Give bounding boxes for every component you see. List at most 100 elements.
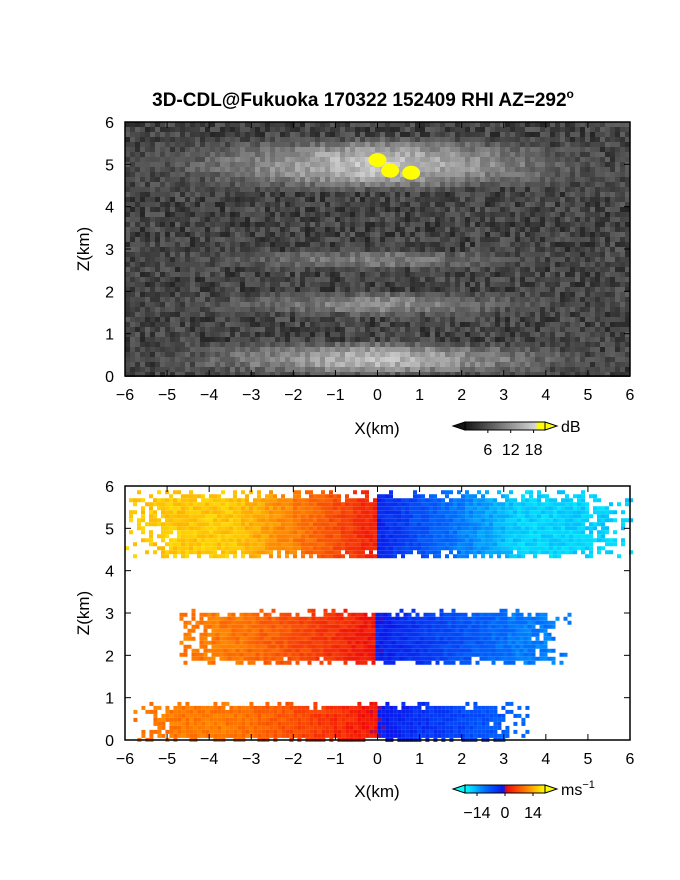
backscatter-cell xyxy=(265,222,270,227)
backscatter-cell xyxy=(180,232,185,237)
backscatter-cell xyxy=(490,247,495,252)
backscatter-cell xyxy=(220,122,225,127)
backscatter-cell xyxy=(345,152,350,157)
backscatter-cell xyxy=(410,212,415,217)
backscatter-cell xyxy=(530,232,535,237)
backscatter-cell xyxy=(440,332,445,337)
backscatter-cell xyxy=(530,142,535,147)
backscatter-cell xyxy=(310,137,315,142)
backscatter-cell xyxy=(280,292,285,297)
backscatter-cell xyxy=(430,227,435,232)
backscatter-cell xyxy=(570,142,575,147)
backscatter-cell xyxy=(490,337,495,342)
backscatter-cell xyxy=(500,247,505,252)
backscatter-cell xyxy=(450,182,455,187)
backscatter-cell xyxy=(470,327,475,332)
backscatter-cell xyxy=(490,282,495,287)
backscatter-cell xyxy=(435,287,440,292)
backscatter-cell xyxy=(150,222,155,227)
backscatter-cell xyxy=(595,122,600,127)
backscatter-cell xyxy=(320,372,325,377)
backscatter-cell xyxy=(580,122,585,127)
backscatter-cell xyxy=(175,212,180,217)
backscatter-cell xyxy=(195,237,200,242)
backscatter-cell xyxy=(475,187,480,192)
backscatter-cell xyxy=(560,197,565,202)
backscatter-cell xyxy=(190,327,195,332)
backscatter-cell xyxy=(215,257,220,262)
backscatter-cell xyxy=(365,342,370,347)
backscatter-cell xyxy=(140,357,145,362)
backscatter-cell xyxy=(125,272,130,277)
backscatter-cell xyxy=(555,142,560,147)
backscatter-cell xyxy=(565,237,570,242)
backscatter-cell xyxy=(135,257,140,262)
backscatter-cell xyxy=(260,282,265,287)
backscatter-cell xyxy=(215,142,220,147)
backscatter-cell xyxy=(330,122,335,127)
backscatter-cell xyxy=(405,257,410,262)
backscatter-cell xyxy=(325,152,330,157)
backscatter-cell xyxy=(255,322,260,327)
backscatter-cell xyxy=(535,262,540,267)
backscatter-cell xyxy=(250,282,255,287)
backscatter-cell xyxy=(220,302,225,307)
backscatter-cell xyxy=(185,202,190,207)
backscatter-cell xyxy=(180,222,185,227)
backscatter-cell xyxy=(290,317,295,322)
backscatter-cell xyxy=(560,247,565,252)
backscatter-cell xyxy=(240,297,245,302)
backscatter-cell xyxy=(405,232,410,237)
backscatter-cell xyxy=(320,342,325,347)
backscatter-cell xyxy=(485,182,490,187)
backscatter-cell xyxy=(240,147,245,152)
backscatter-cell xyxy=(405,132,410,137)
backscatter-cell xyxy=(340,252,345,257)
backscatter-cell xyxy=(555,227,560,232)
backscatter-cell xyxy=(395,317,400,322)
backscatter-cell xyxy=(330,357,335,362)
backscatter-cell xyxy=(425,187,430,192)
backscatter-cell xyxy=(375,192,380,197)
backscatter-cell xyxy=(330,142,335,147)
backscatter-cell xyxy=(185,367,190,372)
backscatter-cell xyxy=(125,227,130,232)
backscatter-cell xyxy=(160,282,165,287)
backscatter-cell xyxy=(605,357,610,362)
backscatter-cell xyxy=(280,202,285,207)
backscatter-cell xyxy=(220,187,225,192)
backscatter-cell xyxy=(470,277,475,282)
backscatter-cell xyxy=(585,207,590,212)
backscatter-cell xyxy=(330,362,335,367)
backscatter-cell xyxy=(235,312,240,317)
backscatter-cell xyxy=(610,307,615,312)
backscatter-cell xyxy=(275,362,280,367)
backscatter-cell xyxy=(610,277,615,282)
backscatter-cell xyxy=(130,262,135,267)
backscatter-cell xyxy=(440,342,445,347)
backscatter-cell xyxy=(560,287,565,292)
backscatter-cell xyxy=(370,347,375,352)
backscatter-cell xyxy=(275,277,280,282)
backscatter-cell xyxy=(230,247,235,252)
backscatter-cell xyxy=(565,217,570,222)
backscatter-cell xyxy=(515,247,520,252)
backscatter-cell xyxy=(450,122,455,127)
backscatter-cell xyxy=(390,157,395,162)
backscatter-cell xyxy=(605,257,610,262)
backscatter-cell xyxy=(320,172,325,177)
backscatter-cell xyxy=(280,372,285,377)
backscatter-cell xyxy=(270,287,275,292)
backscatter-cell xyxy=(345,147,350,152)
backscatter-cell xyxy=(150,207,155,212)
backscatter-cell xyxy=(190,372,195,377)
backscatter-cell xyxy=(460,342,465,347)
backscatter-cell xyxy=(310,307,315,312)
backscatter-cell xyxy=(355,367,360,372)
backscatter-cell xyxy=(305,302,310,307)
backscatter-cell xyxy=(360,267,365,272)
backscatter-cell xyxy=(270,322,275,327)
backscatter-cell xyxy=(285,187,290,192)
backscatter-cell xyxy=(480,192,485,197)
backscatter-cell xyxy=(400,322,405,327)
